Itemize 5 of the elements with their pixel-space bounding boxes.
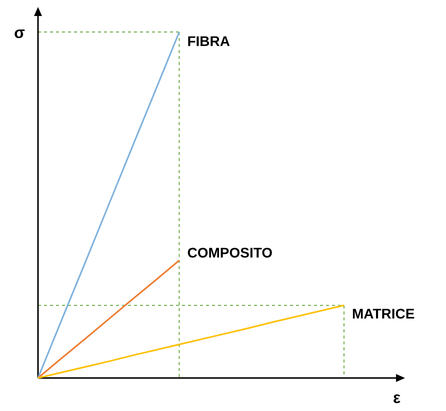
- x-axis-title: ε: [393, 390, 401, 407]
- y-axis-title: σ: [14, 25, 25, 42]
- series-label: FIBRA: [187, 33, 230, 49]
- series-label: COMPOSITO: [187, 244, 273, 260]
- series-label: MATRICE: [352, 305, 415, 322]
